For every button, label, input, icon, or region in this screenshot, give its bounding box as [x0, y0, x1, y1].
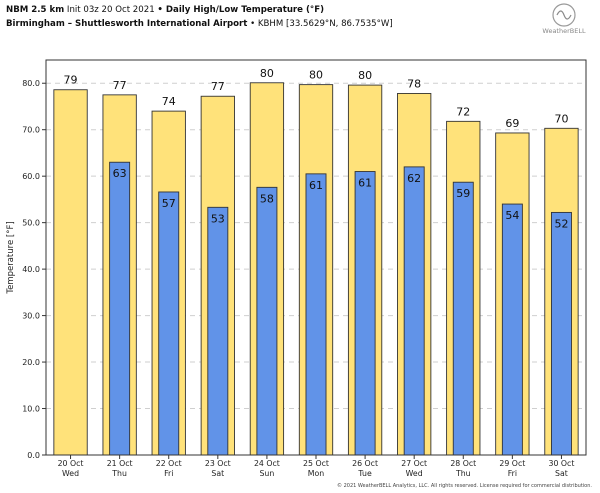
high-value-labels: 79 77 74 77 80 80 80 78 72 69 70: [64, 67, 569, 130]
low-value-label: 52: [554, 217, 568, 230]
x-tick-date: 28 Oct: [450, 459, 476, 468]
y-tick-label: 30.0: [22, 312, 40, 321]
low-value-label: 59: [456, 187, 470, 200]
y-tick-label: 70.0: [22, 126, 40, 135]
y-axis-ticks: 0.0 10.0 20.0 30.0 40.0 50.0 60.0 70.0 80.0: [22, 79, 46, 460]
x-tick-day: Thu: [111, 469, 127, 478]
high-value-label: 72: [456, 105, 470, 118]
high-value-label: 77: [211, 80, 225, 93]
low-value-label: 61: [309, 179, 323, 192]
header-line-2: Birmingham – Shuttlesworth International…: [6, 17, 393, 31]
x-tick-date: 25 Oct: [303, 459, 329, 468]
low-bar: [256, 186, 278, 456]
x-tick-date: 30 Oct: [549, 459, 575, 468]
low-bar: [158, 191, 180, 456]
x-tick-date: 22 Oct: [156, 459, 182, 468]
y-tick-label: 80.0: [22, 79, 40, 88]
low-bar: [109, 161, 131, 456]
low-value-label: 54: [505, 209, 519, 222]
copyright-notice: © 2021 WeatherBELL Analytics, LLC. All r…: [337, 483, 592, 489]
station-coords: • KBHM [33.5629°N, 86.7535°W]: [247, 19, 393, 29]
low-bar: [501, 203, 523, 456]
low-value-labels: 63 57 53 58 61 61 62 59 54 52: [113, 167, 569, 230]
chart-title: Daily High/Low Temperature (°F): [162, 5, 325, 15]
station-name: Birmingham – Shuttlesworth International…: [6, 19, 248, 29]
low-value-label: 62: [407, 172, 421, 185]
x-tick-day: Sat: [555, 469, 568, 478]
model-name: NBM 2.5 km: [6, 5, 65, 15]
y-axis-label: Temperature [°F]: [6, 221, 16, 294]
low-value-label: 63: [113, 167, 127, 180]
y-tick-label: 60.0: [22, 172, 40, 181]
header-line-1: NBM 2.5 km Init 03z 20 Oct 2021 • Daily …: [6, 3, 393, 17]
x-tick-date: 27 Oct: [401, 459, 427, 468]
high-value-label: 74: [162, 95, 176, 108]
chart-header: NBM 2.5 km Init 03z 20 Oct 2021 • Daily …: [6, 3, 393, 31]
x-tick-day: Mon: [308, 469, 324, 478]
y-tick-label: 0.0: [27, 451, 40, 460]
x-tick-day: Sun: [259, 469, 274, 478]
low-bar: [452, 181, 474, 456]
high-value-label: 80: [309, 69, 323, 82]
high-value-label: 80: [260, 67, 274, 80]
y-tick-label: 50.0: [22, 219, 40, 228]
high-value-label: 69: [505, 117, 519, 130]
x-tick-day: Wed: [62, 469, 79, 478]
x-tick-day: Tue: [357, 469, 372, 478]
low-bar: [550, 211, 572, 456]
x-tick-date: 26 Oct: [352, 459, 378, 468]
high-value-label: 70: [554, 112, 568, 125]
high-bar: [53, 89, 88, 456]
init-time: Init 03z 20 Oct 2021: [64, 5, 158, 15]
x-tick-day: Wed: [406, 469, 423, 478]
logo-text: WeatherBELL: [542, 27, 586, 35]
x-tick-date: 24 Oct: [254, 459, 280, 468]
low-value-label: 61: [358, 177, 372, 190]
low-bar: [403, 166, 425, 456]
x-tick-day: Fri: [508, 469, 517, 478]
x-tick-date: 20 Oct: [58, 459, 84, 468]
x-tick-day: Thu: [455, 469, 471, 478]
y-tick-label: 10.0: [22, 405, 40, 414]
high-value-label: 79: [64, 74, 78, 87]
low-bar: [305, 173, 327, 456]
x-tick-day: Sat: [211, 469, 224, 478]
x-tick-day: Fri: [164, 469, 173, 478]
weatherbell-logo: WeatherBELL: [542, 3, 586, 35]
x-tick-date: 23 Oct: [205, 459, 231, 468]
low-bar: [354, 171, 376, 456]
high-value-label: 78: [407, 77, 421, 90]
low-bars: [109, 161, 572, 456]
x-tick-date: 21 Oct: [107, 459, 133, 468]
y-tick-label: 40.0: [22, 265, 40, 274]
low-value-label: 53: [211, 212, 225, 225]
high-value-label: 80: [358, 69, 372, 82]
y-tick-label: 20.0: [22, 358, 40, 367]
low-value-label: 58: [260, 192, 274, 205]
x-tick-date: 29 Oct: [499, 459, 525, 468]
low-bar: [207, 206, 229, 456]
high-value-label: 77: [113, 79, 127, 92]
bullet: •: [157, 5, 163, 15]
low-value-label: 57: [162, 197, 176, 210]
